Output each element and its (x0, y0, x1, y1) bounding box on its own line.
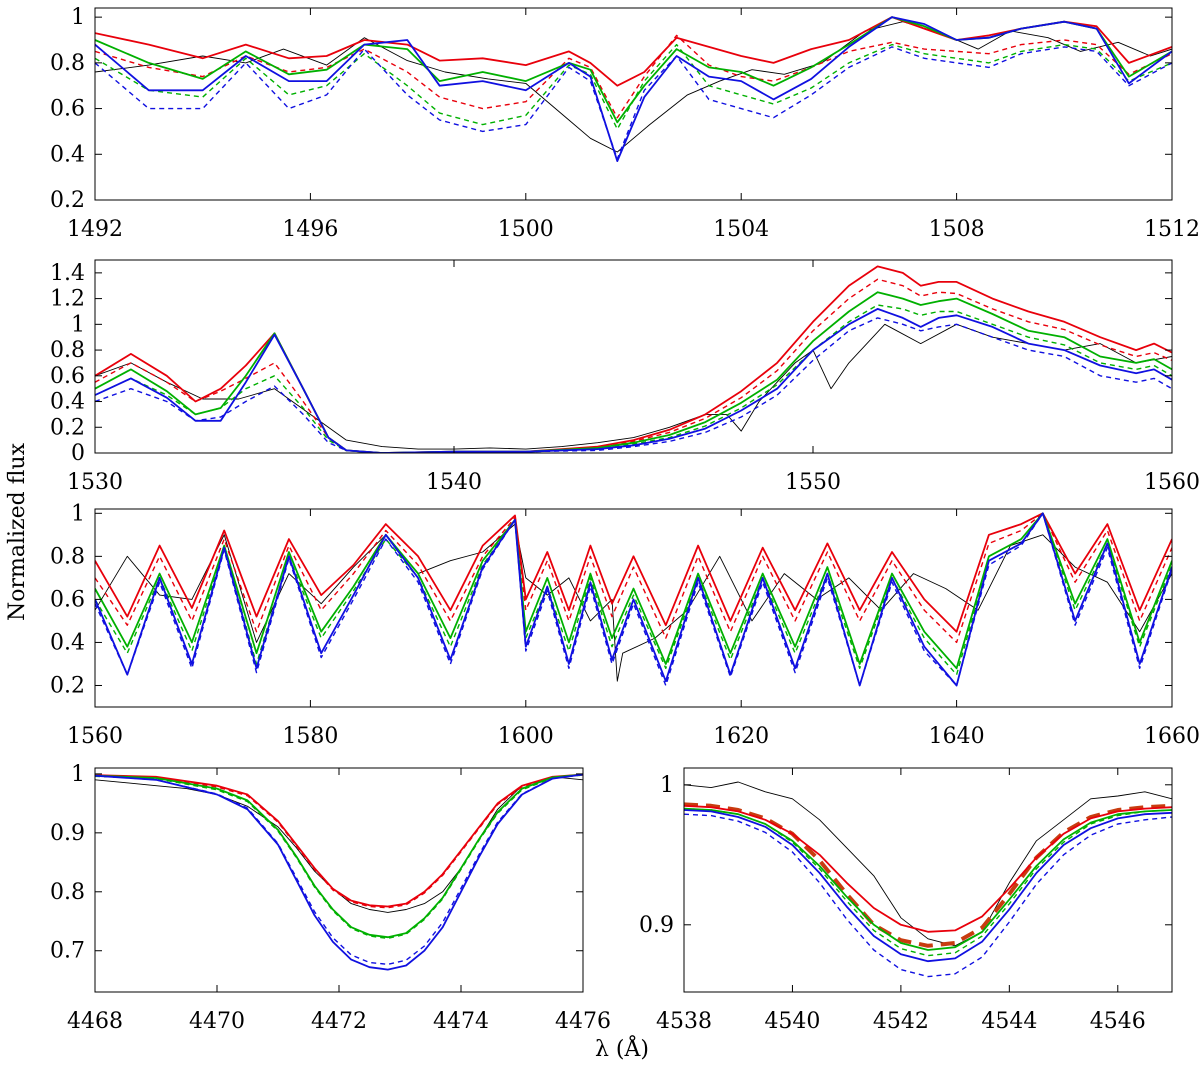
y-tick-label: 0.2 (50, 188, 85, 213)
series-line-blue-dashed (95, 773, 583, 965)
x-tick-label: 4540 (764, 1009, 820, 1034)
series-line-red-dashed (95, 512, 1172, 644)
y-tick-label: 0.4 (50, 142, 85, 167)
x-tick-label: 1512 (1144, 217, 1200, 242)
x-tick-label: 1580 (282, 724, 338, 749)
series-line-red-dashed (95, 278, 1172, 453)
x-tick-label: 1600 (498, 724, 554, 749)
y-tick-label: 0.6 (50, 587, 85, 612)
series-line-green-dashed (95, 43, 1172, 130)
series-line-blue-solid (684, 809, 1172, 963)
x-tick-label: 4474 (433, 1009, 489, 1034)
series-line-red-solid (684, 804, 1172, 933)
x-tick-label: 4538 (656, 1009, 712, 1034)
x-tick-label: 4546 (1090, 1009, 1146, 1034)
plot-frame (94, 508, 1173, 708)
x-tick-label: 1492 (67, 217, 123, 242)
y-tick-label: 1 (71, 5, 85, 30)
series-line-green-dashed (95, 304, 1172, 453)
series-line-blue-dashed (684, 813, 1172, 978)
y-tick-label: 0.8 (50, 544, 85, 569)
y-tick-label: 1 (660, 773, 674, 798)
series-line-red-dashed (95, 34, 1172, 119)
x-tick-label: 1550 (785, 470, 841, 495)
series-line-green-solid (95, 16, 1172, 124)
series-line-green-solid (95, 773, 583, 939)
x-tick-label: 4468 (67, 1009, 123, 1034)
x-tick-label: 1508 (929, 217, 985, 242)
y-tick-label: 1 (71, 312, 85, 337)
y-tick-label: 0.6 (50, 97, 85, 122)
x-tick-label: 1560 (67, 724, 123, 749)
series-line-blue-solid (95, 512, 1172, 687)
y-tick-label: 0.2 (50, 415, 85, 440)
y-tick-label: 1 (71, 501, 85, 526)
series-line-blue-dashed (95, 46, 1172, 160)
series-line-red-solid (95, 512, 1172, 633)
series-line-observed (684, 781, 1172, 947)
y-tick-label: 1.4 (50, 261, 85, 286)
series-group (95, 16, 1172, 162)
series-line-red-solid (95, 773, 583, 908)
y-tick-label: 0.8 (50, 51, 85, 76)
x-axis-title: λ (Å) (595, 1034, 649, 1062)
y-tick-label: 0.9 (50, 821, 85, 846)
x-tick-label: 1640 (929, 724, 985, 749)
panel-p3: 1560 1580 1600 1620 1640 1660 0.2 0.4 0.6 0.8 1 (50, 501, 1200, 749)
plot-frame (683, 767, 1173, 993)
series-line-observed (95, 21, 1172, 153)
series-line-green-dashed (684, 807, 1172, 957)
series-line-green-solid (95, 291, 1172, 453)
x-tick-label: 1540 (426, 470, 482, 495)
y-tick-label: 0.8 (50, 880, 85, 905)
y-tick-label: 0.4 (50, 630, 85, 655)
series-line-red-solid (95, 16, 1172, 87)
series-group (95, 773, 583, 971)
x-tick-label: 4472 (311, 1009, 367, 1034)
series-line-green-dashed (95, 774, 583, 940)
x-tick-label: 1660 (1144, 724, 1200, 749)
x-tick-label: 4470 (189, 1009, 245, 1034)
series-line-observed (95, 523, 1172, 682)
y-tick-label: 0.9 (639, 913, 674, 938)
panel-p4: 4468 4470 4472 4474 4476 0.7 0.8 0.9 1 (50, 762, 611, 1034)
y-tick-label: 0.8 (50, 338, 85, 363)
y-tick-label: 0 (71, 441, 85, 466)
x-tick-label: 1500 (498, 217, 554, 242)
series-line-green-solid (95, 512, 1172, 670)
x-tick-label: 4544 (981, 1009, 1037, 1034)
x-tick-label: 1504 (713, 217, 769, 242)
y-tick-label: 0.2 (50, 673, 85, 698)
y-tick-label: 1 (71, 762, 85, 787)
panel-p2: 1530 1540 1550 1560 00.20.40.60.811.21.4 (50, 259, 1200, 495)
y-tick-label: 0.4 (50, 390, 85, 415)
y-tick-label: 1.2 (50, 287, 85, 312)
series-line-red-solid (95, 265, 1172, 453)
series-line-observed (95, 323, 1172, 450)
x-tick-label: 1530 (67, 470, 123, 495)
series-line-green-solid (684, 807, 1172, 951)
series-group (684, 781, 1172, 978)
x-tick-label: 1496 (282, 217, 338, 242)
y-tick-label: 0.6 (50, 364, 85, 389)
y-axis-title: Normalized flux (5, 442, 30, 621)
plot-frame (94, 7, 1173, 201)
x-tick-label: 1560 (1144, 470, 1200, 495)
series-line-blue-solid (95, 773, 583, 971)
series-group (95, 512, 1172, 687)
series-line-blue-dashed (95, 317, 1172, 453)
panel-p5: 4538 4540 4542 4544 4546 0.9 1 (639, 767, 1173, 1034)
series-line-blue-solid (95, 308, 1172, 453)
x-tick-label: 1620 (713, 724, 769, 749)
y-tick-label: 0.7 (50, 939, 85, 964)
series-group (95, 265, 1172, 453)
series-line-blue-solid (95, 16, 1172, 162)
x-tick-label: 4542 (873, 1009, 929, 1034)
x-tick-label: 4476 (555, 1009, 611, 1034)
series-line-thick-dashed (684, 802, 1172, 948)
panel-p1: 1492 1496 1500 1504 1508 1512 0.2 0.4 0.6 0.8 1 (50, 5, 1200, 242)
plot-frame (94, 259, 1173, 454)
